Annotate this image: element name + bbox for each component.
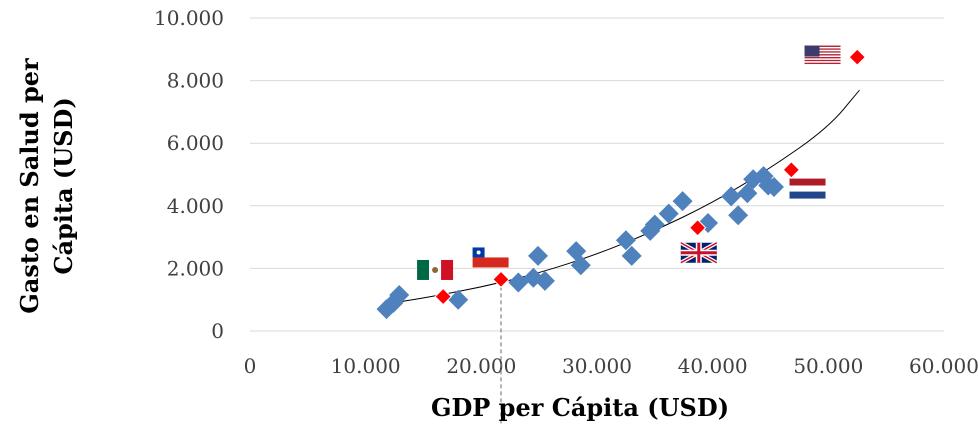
- chile-flag: [472, 247, 509, 268]
- red-diamond-point: [848, 48, 866, 66]
- uk-flag: [679, 241, 718, 265]
- y-axis-title-line-1: Gasto en Salud per: [15, 58, 44, 314]
- blue-diamond-point: [615, 230, 636, 251]
- y-tick-label: 2.000: [167, 256, 224, 280]
- y-tick-label: 10.000: [154, 6, 224, 30]
- x-tick-label: 60.000: [909, 354, 978, 378]
- blue-diamond-point: [672, 191, 693, 212]
- y-axis-title-line-2: Cápita (USD): [49, 97, 78, 274]
- red-diamond-point: [782, 161, 801, 179]
- blue-diamond-point: [728, 205, 749, 226]
- blue-diamond-point: [448, 289, 469, 310]
- netherlands-flag: [789, 178, 826, 199]
- blue-diamond-point: [644, 214, 665, 235]
- blue-diamond-point: [508, 272, 529, 293]
- x-tick-label: 30.000: [562, 354, 632, 378]
- blue-diamond-point: [721, 186, 742, 207]
- gridlines: [250, 17, 944, 332]
- x-tick-labels: 0 10.000 20.000 30.000 40.000 50.000 60.000: [244, 354, 978, 378]
- blue-diamond-point: [658, 203, 679, 224]
- blue-diamond-point: [528, 245, 549, 266]
- blue-diamond-point: [389, 285, 410, 306]
- y-tick-label: 8.000: [167, 69, 224, 93]
- usa-flag: [804, 45, 841, 66]
- y-tick-labels: 0 2.000 4.000 6.000 8.000 10.000: [154, 6, 224, 343]
- mexico-flag: [417, 259, 454, 280]
- data-points: [376, 48, 866, 320]
- red-diamond-point: [434, 287, 452, 306]
- blue-diamond-point: [763, 177, 784, 198]
- x-tick-label: 50.000: [793, 354, 863, 378]
- y-axis-title: Gasto en Salud per Cápita (USD): [15, 58, 78, 314]
- blue-diamond-point: [570, 255, 591, 276]
- y-tick-label: 0: [211, 319, 224, 343]
- y-tick-label: 4.000: [167, 194, 224, 218]
- x-tick-label: 40.000: [678, 354, 748, 378]
- red-diamond-point: [492, 270, 510, 289]
- blue-diamond-point: [534, 270, 555, 291]
- x-tick-label: 20.000: [446, 354, 516, 378]
- x-tick-label: 0: [244, 354, 257, 378]
- x-axis-title: GDP per Cápita (USD): [431, 393, 729, 422]
- blue-diamond-point: [621, 245, 642, 266]
- x-tick-label: 10.000: [331, 354, 401, 378]
- red-diamond-point: [688, 219, 707, 237]
- y-tick-label: 6.000: [167, 131, 224, 155]
- trend-line: [382, 89, 860, 305]
- country-flags: [417, 45, 841, 280]
